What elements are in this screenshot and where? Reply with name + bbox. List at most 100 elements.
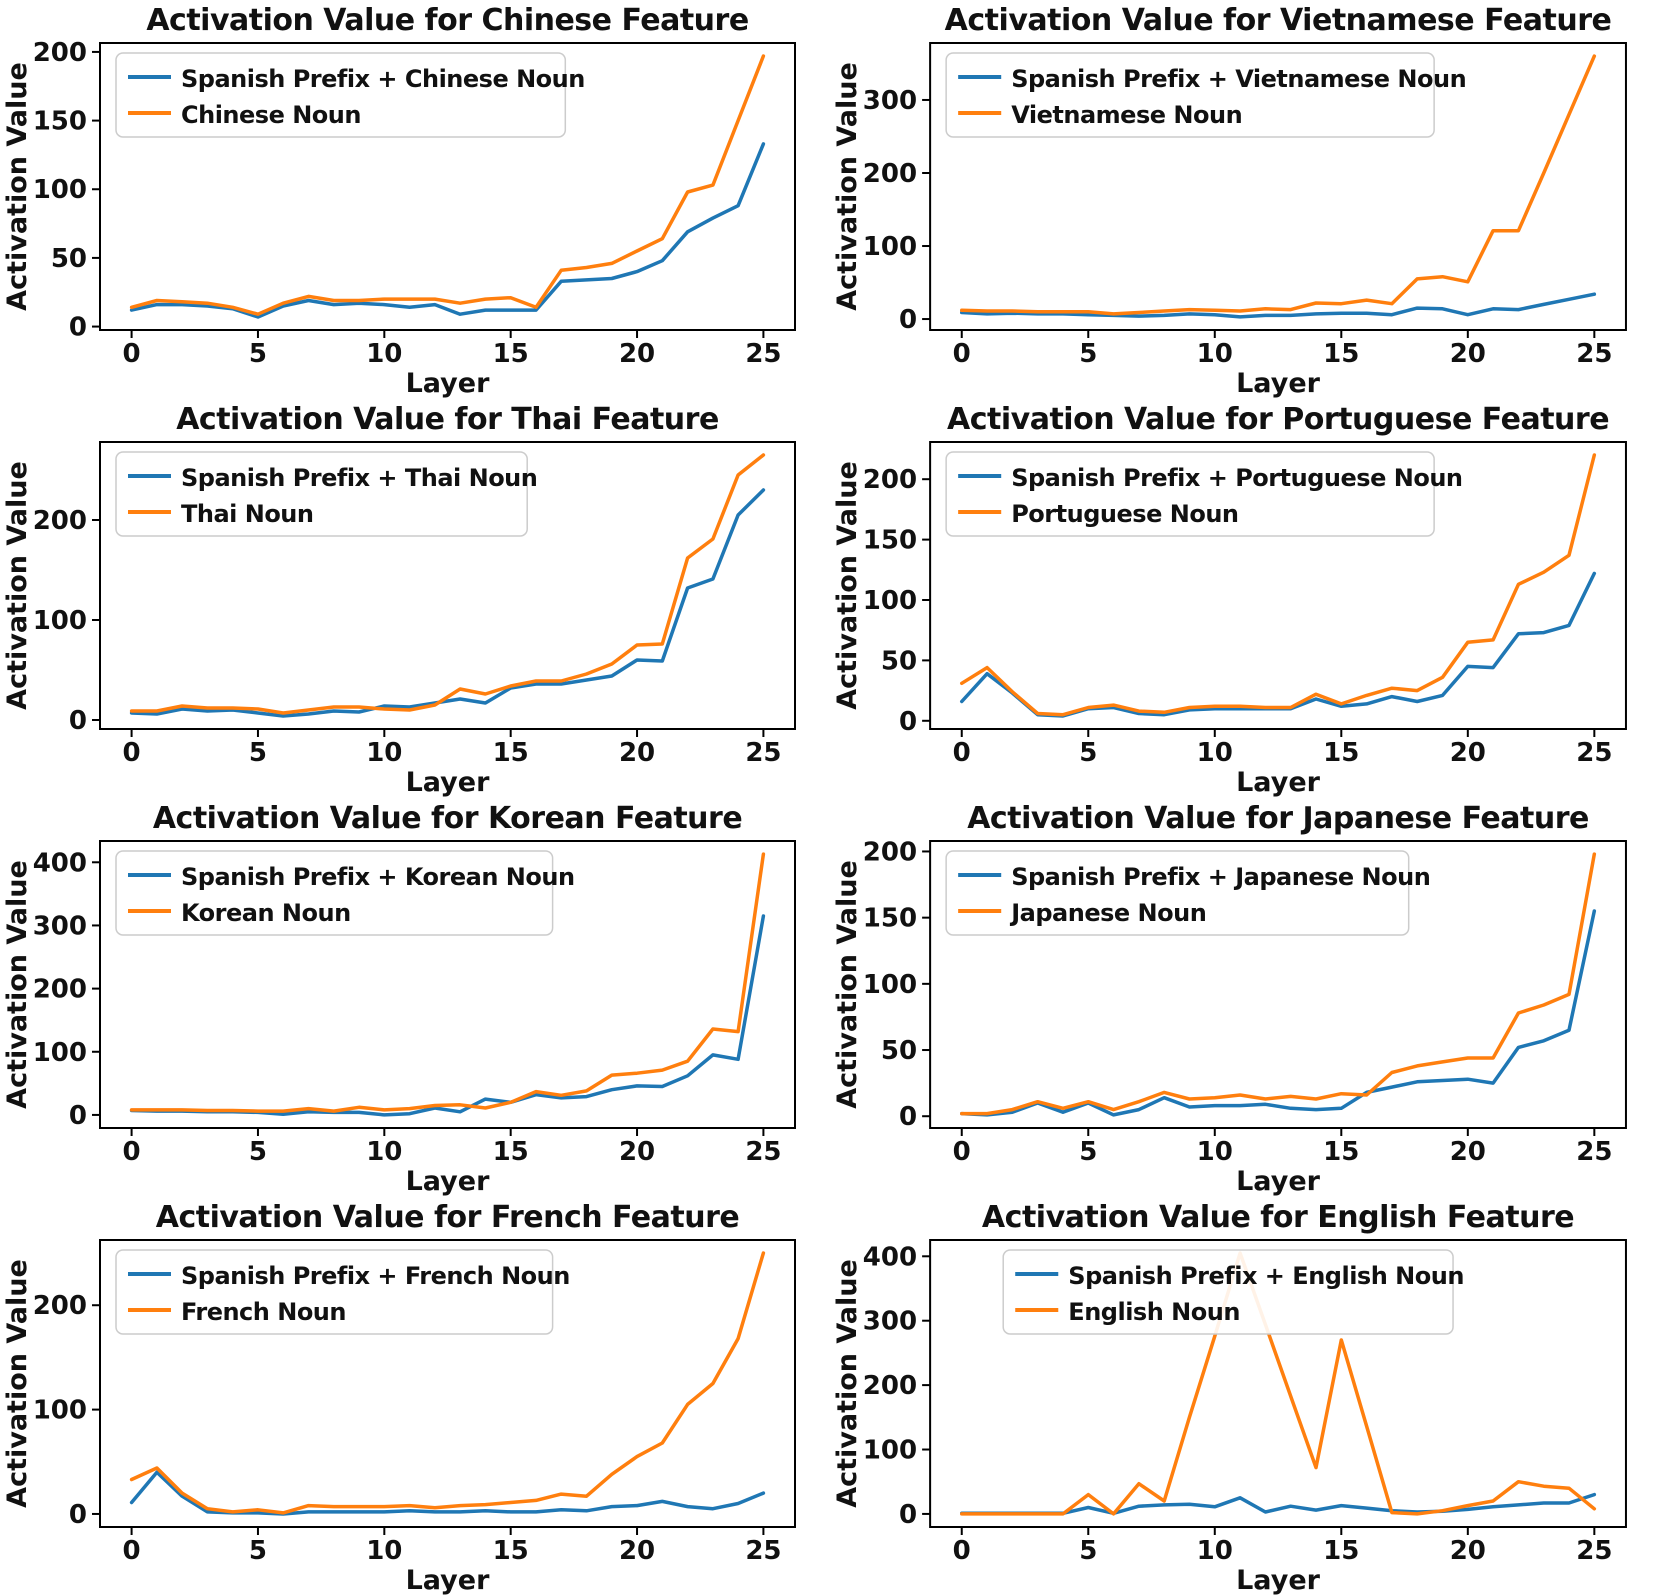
legend-label: French Noun xyxy=(181,1298,346,1326)
series-line-noun xyxy=(129,453,766,715)
axes-spines xyxy=(99,840,796,1129)
chart-title: Activation Value for Thai Feature xyxy=(176,402,719,437)
legend-box xyxy=(945,850,1410,936)
x-axis-label: Layer xyxy=(406,1166,491,1197)
legend-label: Spanish Prefix + Chinese Noun xyxy=(181,65,585,93)
legend-box xyxy=(1002,1249,1454,1335)
x-tick-label: 10 xyxy=(1197,1137,1233,1167)
x-tick-label: 25 xyxy=(745,1536,781,1566)
x-axis-label: Layer xyxy=(1236,1166,1321,1197)
legend-box xyxy=(945,451,1435,537)
x-tick-label: 5 xyxy=(249,738,267,768)
y-tick-label: 100 xyxy=(863,232,917,262)
legend-label: Spanish Prefix + Korean Noun xyxy=(181,863,575,891)
x-tick-label: 20 xyxy=(619,1536,655,1566)
x-tick-label: 25 xyxy=(1576,339,1612,369)
x-axis-label: Layer xyxy=(406,767,491,798)
x-tick-label: 10 xyxy=(366,1137,402,1167)
x-tick-label: 25 xyxy=(1576,1137,1612,1167)
x-tick-label: 0 xyxy=(123,1137,141,1167)
x-tick-label: 20 xyxy=(1450,339,1486,369)
chart-canvas: Activation Value for Portuguese Feature 0… xyxy=(832,402,1627,798)
x-tick-label: 15 xyxy=(1323,738,1359,768)
legend-label: Korean Noun xyxy=(181,899,351,927)
x-tick-label: 10 xyxy=(1197,1536,1233,1566)
series-line-spanish-prefix xyxy=(129,488,766,718)
chart-title: Activation Value for Korean Feature xyxy=(153,801,742,836)
chart-chinese-feature: Activation Value for Chinese Feature 0 50 1… xyxy=(0,0,830,399)
axes-spines xyxy=(929,1239,1627,1528)
x-tick-label: 20 xyxy=(1450,1137,1486,1167)
y-tick-label: 50 xyxy=(51,244,87,274)
y-axis-label: Activation Value xyxy=(2,860,33,1109)
chart-title: Activation Value for English Feature xyxy=(982,1200,1574,1235)
x-tick-label: 20 xyxy=(619,339,655,369)
chart-title: Activation Value for Vietnamese Feature xyxy=(945,3,1612,38)
chart-canvas: Activation Value for English Feature0100… xyxy=(832,1200,1627,1596)
legend-label: Chinese Noun xyxy=(181,101,361,129)
y-tick-label: 200 xyxy=(33,38,87,68)
series-line-spanish-prefix xyxy=(960,909,1597,1117)
legend-box xyxy=(945,52,1435,138)
legend-label: Spanish Prefix + Thai Noun xyxy=(181,464,537,492)
x-axis-label: Layer xyxy=(1236,767,1321,798)
y-axis-label: Activation Value xyxy=(2,461,33,710)
legend-label: Spanish Prefix + Portuguese Noun xyxy=(1011,464,1462,492)
y-tick-label: 200 xyxy=(33,1291,87,1321)
y-tick-label: 0 xyxy=(69,1101,87,1131)
x-tick-label: 15 xyxy=(493,339,529,369)
legend-label: Portuguese Noun xyxy=(1011,500,1238,528)
y-tick-label: 0 xyxy=(899,707,917,737)
x-tick-label: 25 xyxy=(745,738,781,768)
legend-label: Japanese Noun xyxy=(1009,899,1206,927)
series-line-noun xyxy=(129,54,766,316)
y-tick-label: 150 xyxy=(863,526,917,556)
x-tick-label: 0 xyxy=(953,1137,971,1167)
chart-canvas: Activation Value for French Feature01002… xyxy=(2,1200,796,1596)
y-axis-label: Activation Value xyxy=(832,1259,863,1508)
y-axis-label: Activation Value xyxy=(832,461,863,710)
axes-spines xyxy=(99,1239,796,1528)
y-tick-label: 100 xyxy=(863,970,917,1000)
legend-label: English Noun xyxy=(1068,1298,1240,1326)
y-axis-label: Activation Value xyxy=(2,1259,33,1508)
chart-canvas: Activation Value for Chinese Feature0501… xyxy=(2,3,796,399)
x-axis-label: Layer xyxy=(406,1565,491,1596)
y-tick-label: 300 xyxy=(863,86,917,116)
legend-box xyxy=(115,850,554,936)
axes-spines xyxy=(99,42,796,331)
chart-canvas: Activation Value for Thai Feature0100200… xyxy=(2,402,796,798)
y-tick-label: 0 xyxy=(69,706,87,736)
y-tick-label: 100 xyxy=(33,175,87,205)
legend-box xyxy=(115,1249,554,1335)
y-tick-label: 400 xyxy=(33,848,87,878)
y-axis-label: Activation Value xyxy=(832,62,863,311)
y-tick-label: 50 xyxy=(881,1036,917,1066)
x-tick-label: 20 xyxy=(1450,1536,1486,1566)
y-tick-label: 0 xyxy=(69,1500,87,1530)
y-tick-label: 0 xyxy=(899,1102,917,1132)
x-tick-label: 10 xyxy=(366,1536,402,1566)
y-tick-label: 100 xyxy=(863,1436,917,1466)
y-tick-label: 200 xyxy=(863,1371,917,1401)
x-tick-label: 0 xyxy=(123,339,141,369)
y-tick-label: 50 xyxy=(881,646,917,676)
x-tick-label: 15 xyxy=(493,1137,529,1167)
chart-canvas: Activation Value for Korean Feature 0 10 0 2… xyxy=(2,801,796,1197)
series-line-spanish-prefix xyxy=(960,292,1597,319)
chart-title: Activation Value for Japanese Feature xyxy=(967,801,1589,836)
y-tick-label: 200 xyxy=(33,975,87,1005)
y-tick-label: 150 xyxy=(863,904,917,934)
chart-vietnamese-feature: Activation Value for Vietnamese Feature 0… xyxy=(830,0,1661,399)
x-tick-label: 0 xyxy=(123,1536,141,1566)
x-axis-label: Layer xyxy=(1236,368,1321,399)
axes-spines xyxy=(929,441,1627,730)
y-tick-label: 400 xyxy=(863,1242,917,1272)
y-tick-label: 200 xyxy=(863,837,917,867)
series-line-noun xyxy=(129,852,766,1113)
series-line-noun xyxy=(960,852,1597,1116)
series-line-noun xyxy=(960,54,1597,316)
y-tick-label: 200 xyxy=(863,159,917,189)
x-tick-label: 0 xyxy=(123,738,141,768)
